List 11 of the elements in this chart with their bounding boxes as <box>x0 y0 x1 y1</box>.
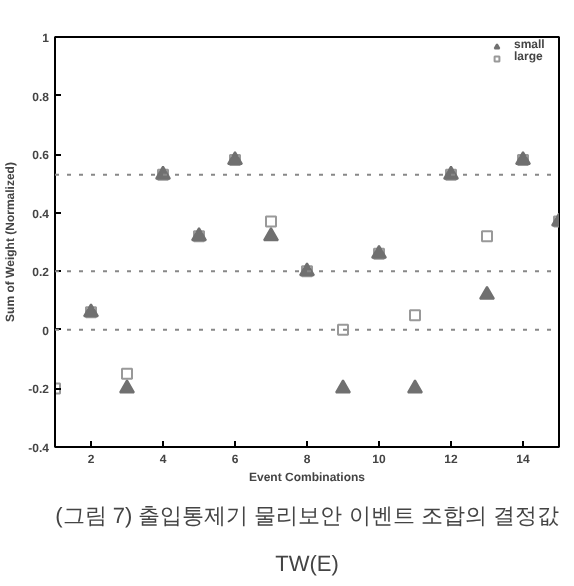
point <box>119 379 135 394</box>
point <box>265 215 277 228</box>
text: (그림 7) 출입통제기 물리보안 이벤트 조합의 결정값 TW(E) <box>55 505 559 577</box>
point <box>337 323 349 336</box>
point <box>263 227 279 242</box>
point <box>409 309 421 322</box>
point <box>481 230 493 243</box>
point <box>335 379 351 394</box>
point <box>479 285 495 300</box>
point <box>121 367 133 380</box>
point <box>407 379 423 394</box>
